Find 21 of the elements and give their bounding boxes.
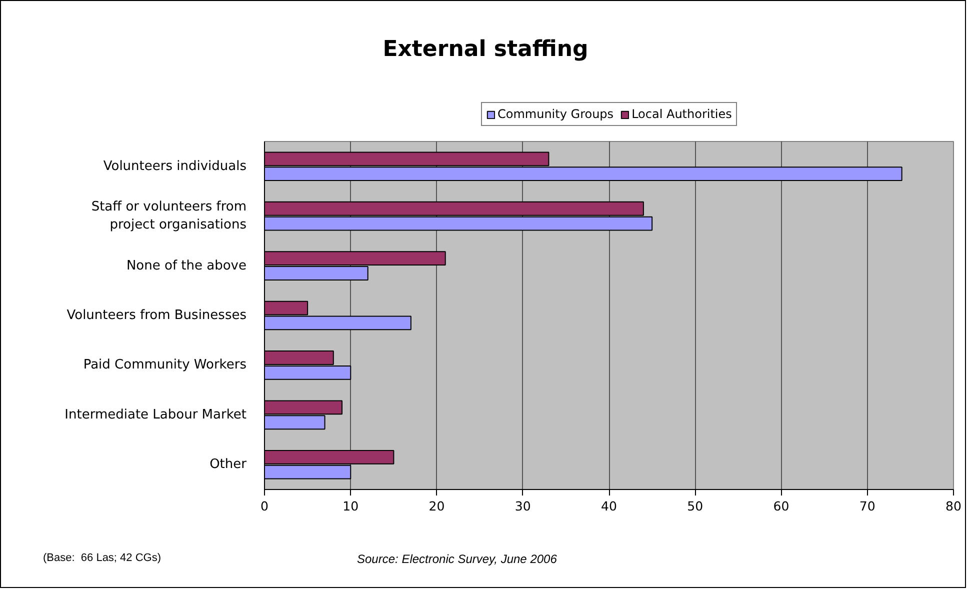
y-tick-label: Staff or volunteers from project organisations	[91, 200, 247, 233]
text: (Base: 66 Las; 42 CGs)	[43, 551, 161, 566]
x-tick-label: 0	[260, 498, 269, 514]
source-note: Source: Electronic Survey, June 2006	[357, 551, 557, 568]
chart-title: External staffing	[382, 37, 588, 62]
x-tick-label: 30	[514, 498, 531, 514]
legend-label: Local Authorities	[632, 107, 732, 121]
x-tick-label: 20	[428, 498, 445, 514]
y-tick-label: None of the above	[126, 258, 247, 274]
x-tick-label: 60	[773, 498, 790, 514]
y-tick-label: Paid Community Workers	[83, 358, 247, 373]
x-tick-label: 50	[687, 498, 704, 514]
y-tick-label: Volunteers individuals	[103, 158, 247, 174]
x-tick-label: 10	[342, 498, 359, 514]
x-tick-label: 80	[946, 498, 962, 514]
x-tick-label: 40	[601, 498, 617, 514]
y-tick-label: Other	[210, 457, 248, 472]
legend-label: Community Groups	[498, 107, 614, 121]
y-tick-label: Intermediate Labour Market	[64, 407, 247, 422]
y-tick-label: Volunteers from Businesses	[66, 308, 247, 323]
x-tick-label: 70	[859, 498, 876, 514]
